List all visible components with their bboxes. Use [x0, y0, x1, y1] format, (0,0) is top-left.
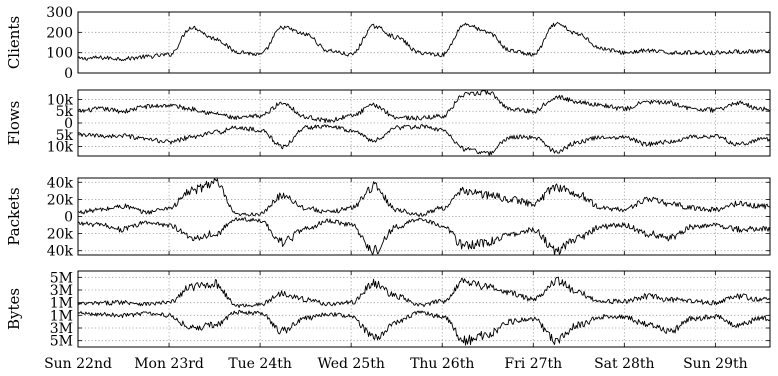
y-tick-label: 10k: [47, 140, 74, 156]
y-axis-label: Flows: [5, 101, 23, 146]
panel-clients: 0 100 200 300 Clients: [5, 5, 771, 82]
y-tick-label: 40k: [47, 244, 74, 260]
series-line-lower: [77, 123, 771, 156]
y-tick-label: 5k: [56, 128, 74, 144]
y-tick-label: 5M: [50, 334, 73, 350]
x-axis-tick-labels: Sun 22nd Mon 23rd Tue 24th Wed 25th Thu 26th…: [44, 356, 748, 372]
y-tick-label: 200: [46, 25, 73, 41]
y-tick-label: 100: [46, 46, 73, 62]
y-tick-label: 20k: [47, 227, 74, 243]
y-tick-label: 20k: [47, 192, 74, 208]
series-line-lower: [77, 217, 771, 256]
series-line-upper: [77, 21, 771, 62]
y-tick-label: 0: [64, 210, 73, 226]
y-axis-label: Bytes: [5, 288, 23, 330]
y-tick-label: 1M: [50, 296, 73, 312]
panels: 0100200300Clients10k5k05k10kFlows40k20k0…: [5, 5, 771, 350]
x-tick-label: Mon 23rd: [134, 356, 204, 372]
y-axis-label: Packets: [5, 187, 23, 245]
plot-frame: [77, 11, 771, 74]
x-tick-label: Wed 25th: [317, 356, 384, 372]
y-tick-label: 0: [64, 66, 73, 82]
y-tick-label: 5k: [56, 104, 74, 120]
plot-frame: [77, 270, 771, 348]
y-tick-label: 10k: [47, 92, 74, 108]
x-tick-label: Tue 24th: [228, 356, 292, 372]
y-tick-label: 3M: [50, 321, 73, 337]
y-tick-label: 1M: [50, 308, 73, 324]
x-tick-label: Sun 29th: [683, 356, 748, 372]
x-tick-label: Sun 22nd: [44, 356, 112, 372]
series-line-upper: [77, 90, 771, 124]
y-tick-label: 0: [64, 116, 73, 132]
x-tick-label: Fri 27th: [504, 356, 562, 372]
y-tick-label: 300: [46, 5, 73, 21]
series-line-upper: [77, 276, 771, 309]
y-axis-label: Clients: [5, 16, 23, 69]
y-tick-label: 40k: [47, 175, 74, 191]
y-tick-label: 5M: [50, 270, 73, 286]
x-tick-label: Sat 28th: [594, 356, 654, 372]
x-tick-label: Thu 26th: [410, 356, 474, 372]
series-line-lower: [77, 309, 771, 346]
y-tick-label: 3M: [50, 283, 73, 299]
series-line-upper: [77, 178, 771, 217]
